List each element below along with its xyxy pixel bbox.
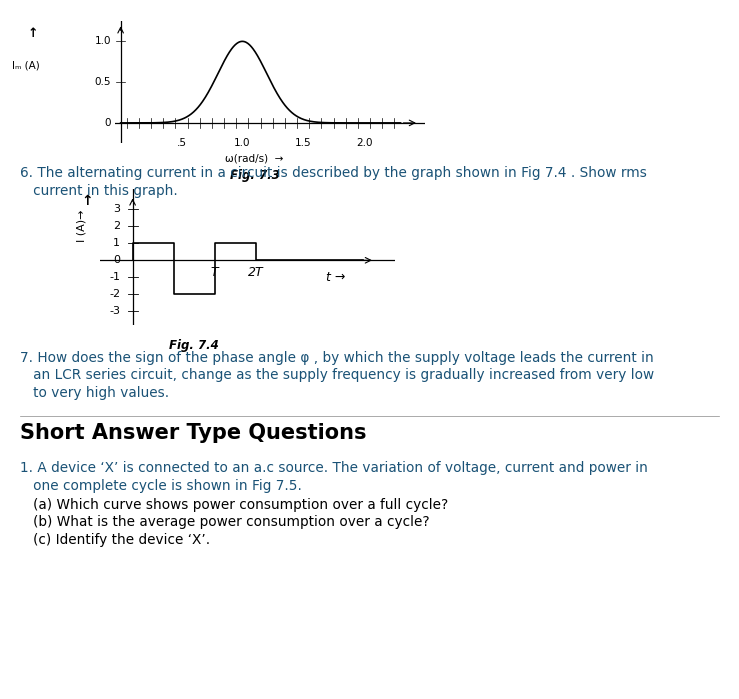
Text: 2.0: 2.0 — [355, 138, 372, 147]
Text: -2: -2 — [109, 289, 120, 299]
Text: ↑: ↑ — [28, 27, 38, 40]
Text: 0: 0 — [113, 255, 120, 266]
Text: ↑: ↑ — [81, 194, 93, 208]
Text: current in this graph.: current in this graph. — [20, 184, 177, 198]
Text: ω(rad/s)  →: ω(rad/s) → — [225, 153, 284, 163]
Text: I (A)→: I (A)→ — [77, 210, 86, 243]
Text: -3: -3 — [109, 306, 120, 317]
Text: Fig. 7.3: Fig. 7.3 — [230, 168, 279, 182]
Text: 1.5: 1.5 — [295, 138, 312, 147]
Text: .5: .5 — [177, 138, 186, 147]
Text: (a) Which curve shows power consumption over a full cycle?: (a) Which curve shows power consumption … — [20, 498, 448, 512]
Text: 3: 3 — [113, 204, 120, 214]
Text: Fig. 7.4: Fig. 7.4 — [169, 338, 219, 352]
Text: -1: -1 — [109, 273, 120, 282]
Text: (b) What is the average power consumption over a cycle?: (b) What is the average power consumptio… — [20, 515, 429, 529]
Text: 0: 0 — [104, 118, 111, 128]
Text: 2T: 2T — [248, 266, 264, 280]
Text: 1.0: 1.0 — [95, 36, 111, 46]
Text: 2: 2 — [113, 221, 120, 231]
Text: 7. How does the sign of the phase angle φ , by which the supply voltage leads th: 7. How does the sign of the phase angle … — [20, 351, 654, 365]
Text: one complete cycle is shown in Fig 7.5.: one complete cycle is shown in Fig 7.5. — [20, 479, 302, 493]
Text: (c) Identify the device ‘X’.: (c) Identify the device ‘X’. — [20, 533, 210, 547]
Text: Short Answer Type Questions: Short Answer Type Questions — [20, 423, 367, 443]
Text: 6. The alternating current in a circuit is described by the graph shown in Fig 7: 6. The alternating current in a circuit … — [20, 166, 647, 180]
Text: an LCR series circuit, change as the supply frequency is gradually increased fro: an LCR series circuit, change as the sup… — [20, 368, 654, 382]
Text: t →: t → — [326, 271, 345, 284]
Text: to very high values.: to very high values. — [20, 386, 169, 400]
Text: 1.0: 1.0 — [234, 138, 251, 147]
Text: Iₘ (A): Iₘ (A) — [12, 61, 40, 71]
Text: 0.5: 0.5 — [95, 77, 111, 87]
Text: T: T — [211, 266, 219, 280]
Text: 1. A device ‘X’ is connected to an a.c source. The variation of voltage, current: 1. A device ‘X’ is connected to an a.c s… — [20, 461, 648, 475]
Text: 1: 1 — [113, 238, 120, 248]
